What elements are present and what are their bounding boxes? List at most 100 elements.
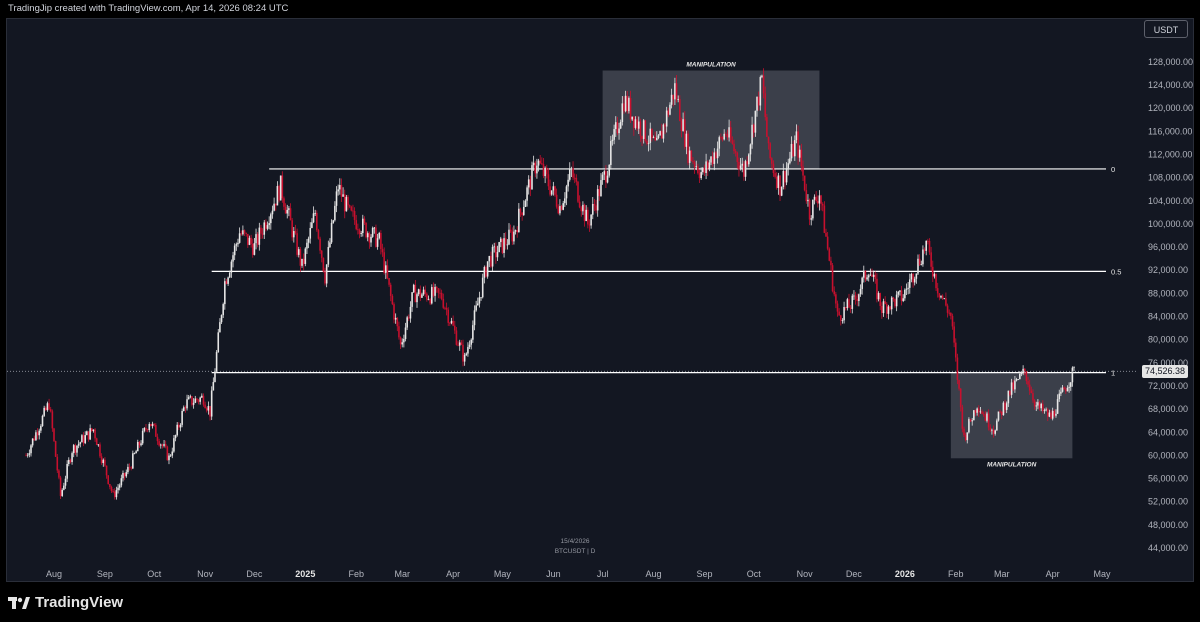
candle-body	[744, 161, 747, 177]
candle-body	[869, 274, 872, 276]
candle-body	[187, 397, 190, 400]
candle-body	[830, 260, 832, 266]
candle-body	[153, 423, 155, 425]
x-axis-tick-label: Feb	[948, 569, 964, 579]
candle-body	[320, 250, 323, 258]
candle-body	[312, 213, 315, 223]
candle-body	[1043, 410, 1046, 412]
candle-body	[440, 292, 443, 299]
candle-body	[1037, 402, 1039, 406]
candle-body	[729, 127, 732, 141]
candle-body	[233, 245, 236, 256]
candle-body	[232, 255, 234, 262]
candle-body	[933, 273, 936, 277]
candle-body	[439, 292, 441, 294]
candle-body	[325, 264, 328, 284]
candle-body	[894, 298, 896, 307]
candle-body	[475, 305, 477, 311]
candle-body	[697, 166, 699, 174]
candle-body	[511, 231, 514, 242]
candle-body	[529, 179, 532, 190]
tradingview-logo[interactable]: TradingView	[8, 594, 123, 611]
candle-body	[849, 307, 852, 309]
candle-body	[87, 431, 90, 440]
candle-body	[946, 305, 949, 313]
candle-body	[44, 407, 47, 411]
candle-body	[125, 472, 128, 477]
candle-body	[554, 186, 556, 195]
candle-body	[205, 408, 208, 411]
candle-body	[557, 206, 560, 214]
candle-body	[1020, 372, 1023, 374]
candle-body	[545, 167, 548, 175]
candle-body	[703, 167, 706, 173]
candle-body	[266, 225, 269, 229]
candle-body	[766, 117, 768, 137]
y-axis-tick-label: 116,000.00	[1148, 126, 1192, 136]
price-chart[interactable]: 44,000.00 48,000.00 52,000.00 56,000.00 60,0…	[0, 0, 1200, 582]
candle-body	[138, 441, 141, 446]
candle-body	[174, 435, 177, 439]
candle-body	[790, 143, 793, 159]
candle-body	[49, 409, 52, 412]
candle-body	[532, 162, 535, 166]
candle-body	[961, 407, 964, 429]
candle-body	[297, 249, 300, 255]
candle-body	[798, 149, 801, 158]
candle-body	[128, 466, 131, 468]
candle-body	[394, 317, 397, 320]
candle-body	[611, 139, 614, 142]
candle-body	[723, 133, 725, 140]
candle-body	[688, 150, 691, 163]
candle-body	[59, 477, 62, 496]
candle-body	[1055, 413, 1057, 416]
x-axis-tick-label: Dec	[246, 569, 263, 579]
candle-body	[738, 161, 740, 170]
candle-body	[311, 222, 313, 228]
candle-body	[762, 75, 765, 94]
candle-body	[135, 451, 137, 454]
candle-body	[173, 438, 175, 452]
candle-body	[109, 483, 111, 487]
candle-body	[623, 103, 625, 112]
candle-body	[43, 407, 45, 416]
candle-body	[46, 403, 49, 411]
candle-body	[890, 297, 893, 310]
candle-body	[910, 273, 913, 280]
candle-body	[424, 289, 427, 294]
candle-body	[63, 485, 65, 490]
candle-body	[169, 455, 172, 457]
candle-body	[399, 337, 402, 345]
candle-body	[644, 120, 647, 141]
candle-body	[386, 265, 389, 279]
candle-body	[728, 127, 730, 138]
candle-body	[488, 255, 491, 262]
candle-body	[317, 230, 320, 239]
candle-body	[1060, 391, 1062, 394]
candle-body	[76, 445, 78, 453]
candle-body	[598, 189, 601, 197]
candle-body	[453, 325, 456, 331]
candle-body	[854, 295, 857, 299]
candle-body	[133, 453, 136, 455]
candle-body	[774, 173, 776, 177]
candle-body	[214, 371, 216, 383]
manipulation-label: MANIPULATION	[686, 62, 736, 69]
candle-body	[568, 169, 571, 180]
candle-body	[674, 83, 676, 100]
candle-body	[596, 189, 599, 211]
candle-body	[1027, 381, 1029, 385]
candle-body	[654, 137, 656, 141]
candle-body	[255, 234, 257, 244]
candle-body	[915, 273, 918, 279]
candle-body	[969, 419, 972, 422]
candle-body	[585, 209, 587, 222]
candle-body	[971, 420, 973, 422]
candle-body	[334, 205, 336, 221]
candle-body	[360, 233, 362, 234]
candle-body	[649, 128, 652, 143]
currency-selector[interactable]: USDT	[1144, 20, 1188, 38]
candle-body	[544, 167, 546, 177]
candle-body	[457, 344, 459, 346]
candle-body	[468, 344, 471, 348]
